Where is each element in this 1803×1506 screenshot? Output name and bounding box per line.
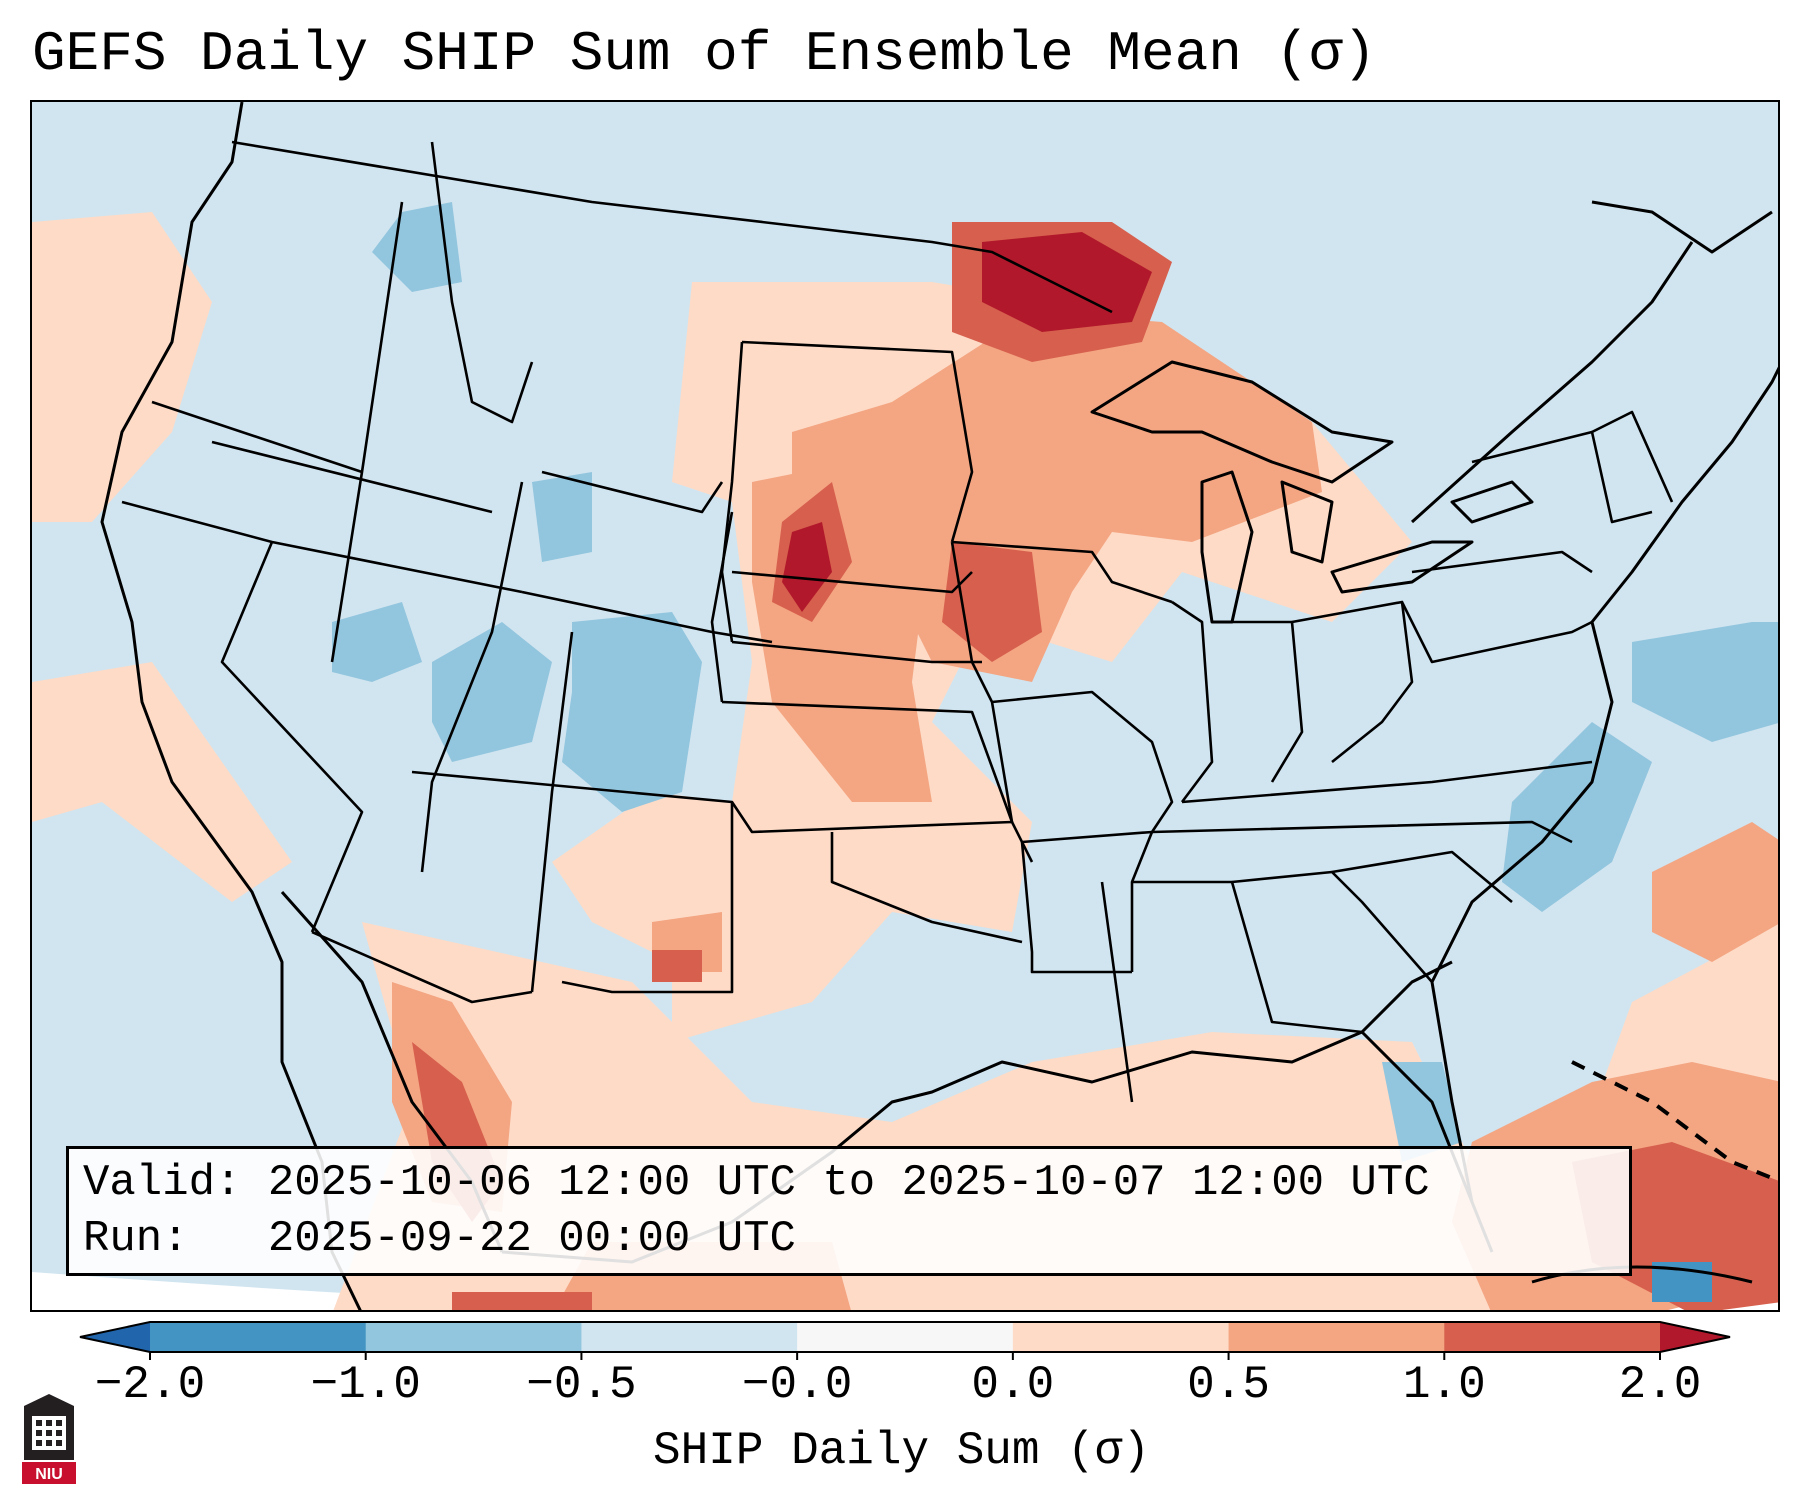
colorbar-segment [581, 1322, 798, 1352]
colorbar-extend-low [80, 1322, 150, 1352]
colorbar-segment [1012, 1322, 1230, 1352]
run-value: 2025-09-22 00:00 UTC [267, 1214, 796, 1264]
valid-label: Valid: [83, 1158, 242, 1208]
colorbar-segment [150, 1322, 367, 1352]
caribbean-islands [1571, 1060, 1778, 1183]
colorbar-tick-label: 0.5 [1187, 1359, 1270, 1411]
figure-title: GEFS Daily SHIP Sum of Ensemble Mean (σ) [32, 22, 1377, 86]
colorbar-extend-high [1660, 1322, 1730, 1352]
projection-edge [32, 1272, 684, 1310]
run-label: Run: [83, 1214, 189, 1264]
state-borders [121, 140, 1674, 1103]
colorbar-tick-label: 2.0 [1618, 1359, 1702, 1411]
anomaly-field-negative [332, 202, 1778, 1162]
colorbar-segment [797, 1322, 1014, 1352]
logo-text: NIU [35, 1466, 63, 1483]
logo-banner [22, 1462, 76, 1484]
map-panel [30, 100, 1780, 1312]
colorbar [79, 1321, 1731, 1360]
map-svg [32, 102, 1778, 1310]
valid-run-info-box: Valid: 2025-10-06 12:00 UTC to 2025-10-0… [66, 1146, 1632, 1276]
colorbar-segment [1444, 1322, 1661, 1352]
niu-logo: NIU [22, 1394, 76, 1484]
colorbar-tick-label: −1.0 [310, 1359, 421, 1411]
colorbar-segment [1228, 1322, 1445, 1352]
colorbar-label: SHIP Daily Sum (σ) [653, 1425, 1150, 1477]
colorbar-tick-label: −0.0 [741, 1359, 853, 1411]
valid-value: 2025-10-06 12:00 UTC to 2025-10-07 12:00… [267, 1158, 1430, 1208]
colorbar-tick-label: −2.0 [94, 1359, 206, 1411]
colorbar-tick-label: 0.0 [971, 1359, 1055, 1411]
colorbar-segment [365, 1322, 582, 1352]
anomaly-field-positive-extreme [782, 232, 1152, 612]
colorbar-tick-label: 1.0 [1402, 1359, 1486, 1411]
colorbar-tick-label: −0.5 [526, 1359, 637, 1411]
